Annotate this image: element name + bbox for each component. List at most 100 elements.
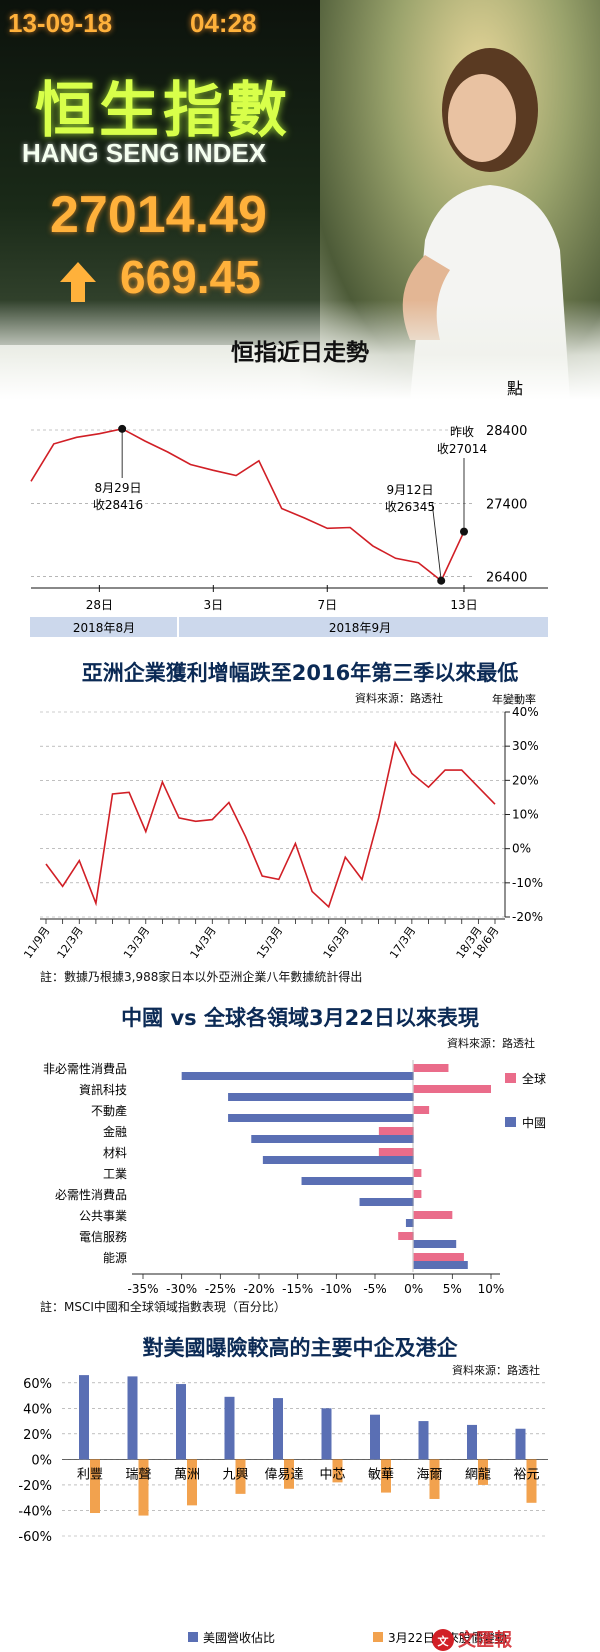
- x-tick-label: 0%: [404, 1282, 423, 1296]
- category-label: 不動產: [91, 1103, 127, 1118]
- board-time: 04:28: [190, 8, 257, 38]
- y-tick-label: 60%: [23, 1377, 52, 1392]
- chart3-source: 資料來源：路透社: [447, 1037, 535, 1050]
- y-tick-label: 0%: [31, 1453, 52, 1468]
- x-tick-label: 13/3月: [121, 924, 152, 961]
- y-axis-unit: 點: [507, 379, 523, 398]
- svg-text:文: 文: [438, 1634, 450, 1648]
- us-exposure-chart: 60% 40% 20% 0% -20% -40% -60% 利豐 瑞聲 萬洲 九興 偉易達 中芯 敏華 海…: [18, 1375, 548, 1651]
- bar-price-change: [187, 1459, 197, 1506]
- x-tick-label: 10%: [478, 1282, 505, 1296]
- led-board: [0, 0, 320, 345]
- month-band: [30, 617, 548, 637]
- y-tick-label: 26400: [486, 571, 527, 586]
- legend-label-global: 全球: [522, 1071, 546, 1086]
- category-label: 瑞聲: [125, 1466, 151, 1482]
- chart2-source: 資料來源：路透社: [355, 692, 443, 705]
- category-label: 九興: [222, 1467, 248, 1482]
- bar-china: [251, 1135, 414, 1143]
- bar-global: [378, 1127, 414, 1135]
- asia-profit-chart: 年變動率 40% 30% 20% 10% 0% -10% -20% 11/9月 12/3月 13…: [21, 692, 543, 961]
- board-index-value: 27014.49: [50, 186, 267, 244]
- y-tick-label: 40%: [512, 705, 539, 719]
- y-tick-label: 20%: [512, 773, 539, 787]
- legend-label-revenue: 美國營收佔比: [203, 1631, 275, 1645]
- x-tick-label: -5%: [363, 1282, 386, 1296]
- board-title-cn: 恒生指數: [35, 77, 291, 144]
- bar-price-change: [284, 1459, 294, 1489]
- bar-global: [398, 1232, 414, 1240]
- hsi-series-line: [30, 427, 465, 582]
- bar-china: [359, 1198, 414, 1206]
- bar-global: [413, 1085, 491, 1093]
- y-tick-label: 20%: [23, 1428, 52, 1443]
- category-label: 網龍: [465, 1466, 491, 1482]
- bar-us-revenue: [273, 1398, 283, 1460]
- x-tick-label: -35%: [127, 1282, 158, 1296]
- x-tick-label: 28日: [86, 598, 113, 612]
- x-tick-label: 16/3月: [321, 924, 352, 961]
- bar-us-revenue: [370, 1414, 380, 1460]
- chart4-source: 資料來源：路透社: [452, 1364, 540, 1377]
- bar-price-change: [381, 1459, 391, 1493]
- x-tick-label: 15/3月: [254, 924, 285, 961]
- category-label: 材料: [103, 1146, 127, 1160]
- x-tick-label: -25%: [205, 1282, 236, 1296]
- category-label: 非必需性消費品: [43, 1061, 127, 1076]
- profit-series-line: [45, 740, 496, 909]
- bar-price-change: [526, 1459, 537, 1503]
- bar-us-revenue: [176, 1384, 186, 1460]
- bar-us-revenue: [321, 1408, 332, 1460]
- category-label: 利豐: [77, 1467, 103, 1482]
- month-label: 2018年9月: [329, 621, 391, 635]
- y-tick-label: -20%: [18, 1479, 52, 1494]
- x-tick-label: -15%: [282, 1282, 313, 1296]
- y-tick-label: -60%: [18, 1530, 52, 1545]
- category-label: 資訊科技: [79, 1082, 127, 1097]
- annotation-label-line1: 昨收: [450, 425, 474, 439]
- wenweipo-logo: 文 文匯報: [432, 1629, 513, 1651]
- up-arrow-icon: [60, 262, 96, 302]
- chart3-title: 中國 vs 全球各領域3月22日以來表現: [121, 1006, 479, 1030]
- category-label: 偉易達: [264, 1467, 303, 1482]
- x-tick-label: 11/9月: [21, 924, 52, 961]
- bar-us-revenue: [515, 1428, 526, 1460]
- bar-china: [228, 1114, 414, 1122]
- category-label: 萬洲: [174, 1467, 200, 1482]
- photo-fade: [0, 300, 600, 400]
- category-label: 公共事業: [79, 1209, 127, 1223]
- x-tick-label: -10%: [321, 1282, 352, 1296]
- category-label: 裕元: [513, 1467, 539, 1482]
- bar-us-revenue: [127, 1376, 138, 1460]
- x-tick-label: 14/3月: [188, 924, 219, 961]
- board-date: 13-09-18: [8, 8, 113, 38]
- month-label: 2018年8月: [73, 621, 135, 635]
- bar-global: [413, 1253, 464, 1261]
- bar-china: [405, 1219, 414, 1227]
- bar-china: [413, 1240, 457, 1248]
- x-tick-label: -20%: [243, 1282, 274, 1296]
- bar-us-revenue: [418, 1421, 429, 1460]
- category-label: 能源: [103, 1251, 127, 1265]
- annotation-label-line1: 9月12日: [387, 483, 434, 497]
- annotation-point: [118, 424, 127, 433]
- bar-price-change: [478, 1459, 488, 1485]
- bar-us-revenue: [79, 1375, 89, 1460]
- annotation-leader: [431, 501, 442, 581]
- chart3-note: 註：MSCI中國和全球領域指數表現（百分比）: [40, 1300, 286, 1314]
- x-tick-label: 7日: [317, 598, 337, 612]
- bar-china: [301, 1177, 414, 1185]
- bar-china: [262, 1156, 414, 1164]
- category-label: 金融: [103, 1124, 127, 1139]
- y-tick-label: 30%: [512, 739, 539, 753]
- y-tick-label: -20%: [512, 910, 543, 924]
- hang-seng-photo: 13-09-18 04:28 恒生指數 HANG SENG INDEX 2701…: [0, 0, 600, 400]
- x-tick-label: 12/3月: [55, 924, 86, 961]
- legend-label-china: 中國: [522, 1115, 546, 1130]
- annotation-label-line1: 8月29日: [95, 481, 142, 495]
- bar-price-change: [429, 1459, 440, 1499]
- board-index-change: 669.45: [120, 251, 261, 303]
- chart4-title: 對美國曝險較高的主要中企及港企: [142, 1336, 458, 1360]
- bar-price-change: [90, 1459, 100, 1514]
- bar-us-revenue: [467, 1424, 477, 1460]
